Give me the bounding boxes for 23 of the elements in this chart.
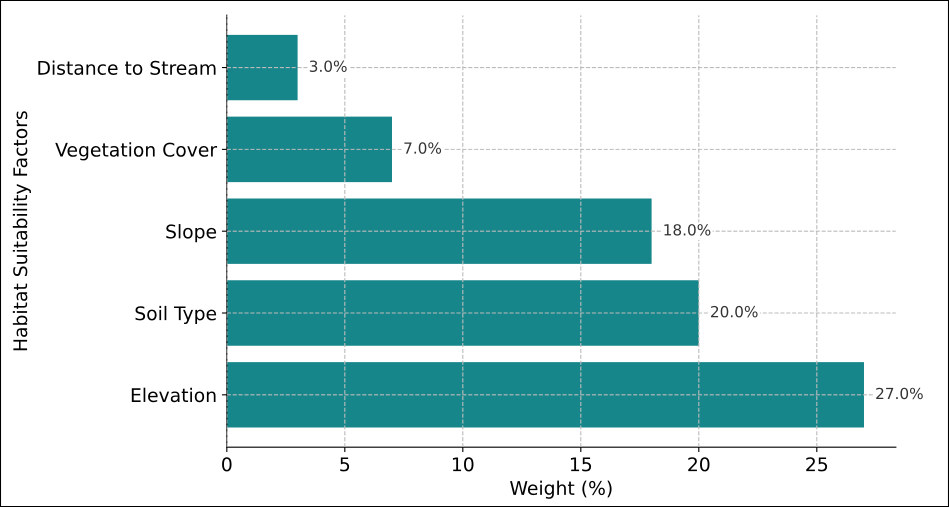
x-axis-title: Weight (%)	[510, 480, 612, 499]
data-label: 27.0%	[876, 388, 923, 400]
x-tick-label: 20	[688, 457, 710, 472]
data-label: 20.0%	[711, 306, 758, 318]
y-tick-label: Distance to Stream	[38, 60, 216, 75]
x-tick-label: 5	[340, 457, 350, 472]
bar	[226, 116, 392, 182]
data-label: 7.0%	[404, 142, 442, 154]
data-label: 3.0%	[310, 60, 347, 72]
x-tick-label: 15	[570, 457, 592, 472]
data-label: 18.0%	[664, 224, 710, 236]
y-tick-label: Vegetation Cover	[55, 142, 218, 160]
bar	[226, 34, 298, 100]
y-tick-label: Slope	[166, 224, 216, 242]
y-axis-title: Habitat Suitability Factors	[12, 111, 31, 350]
bar	[226, 198, 652, 264]
y-tick-label: Elevation	[132, 388, 216, 402]
bar	[226, 362, 864, 428]
x-tick-label: 0	[222, 457, 232, 472]
bar	[226, 280, 699, 346]
x-tick-label: 25	[806, 457, 828, 472]
x-tick-label: 10	[452, 457, 474, 472]
y-tick-label: Soil Type	[136, 306, 216, 324]
